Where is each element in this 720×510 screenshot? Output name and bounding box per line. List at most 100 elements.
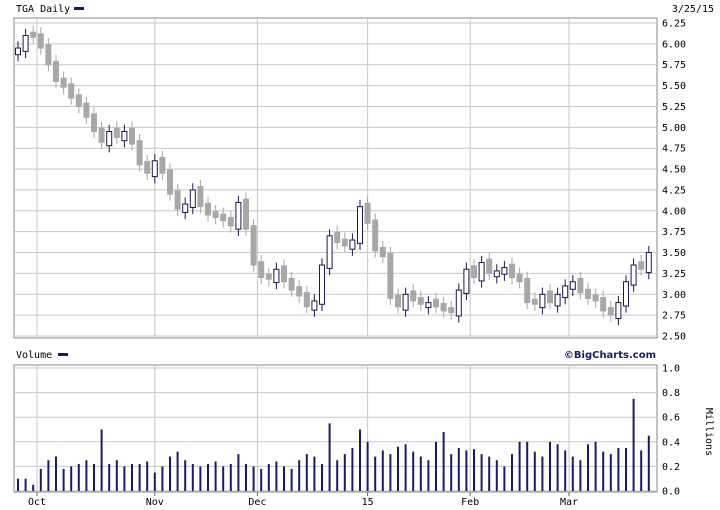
candle-body bbox=[577, 277, 584, 294]
x-tick-label: Feb bbox=[461, 497, 479, 508]
price-tick-label: 5.75 bbox=[662, 60, 686, 71]
volume-unit-label: Millions bbox=[703, 408, 714, 456]
candle-body bbox=[410, 290, 417, 302]
candle-body bbox=[30, 31, 37, 38]
candle-body bbox=[296, 286, 303, 297]
candle-body bbox=[53, 60, 59, 82]
candle-body bbox=[425, 302, 432, 309]
candle-body bbox=[227, 216, 234, 227]
price-tick-label: 4.75 bbox=[662, 144, 686, 155]
x-axis-labels: Oct Nov Dec 15 Feb Mar bbox=[28, 492, 578, 508]
price-axis-labels: 6.25 6.00 5.75 5.50 5.25 5.00 4.75 4.50 4.25 4.00… bbox=[662, 19, 686, 343]
price-tick-label: 5.50 bbox=[662, 81, 686, 92]
candle-body bbox=[60, 77, 67, 88]
candle-body bbox=[357, 206, 363, 244]
candle-body bbox=[68, 83, 75, 99]
candle-body bbox=[402, 293, 409, 311]
volume-label: Volume bbox=[16, 350, 52, 361]
candle-body bbox=[539, 293, 546, 309]
price-tick-label: 3.25 bbox=[662, 269, 686, 280]
candle-body bbox=[220, 213, 227, 222]
candle-body bbox=[136, 140, 143, 166]
candle-body bbox=[547, 290, 553, 304]
candle-body bbox=[83, 102, 90, 118]
candle-body bbox=[341, 238, 348, 247]
x-tick-label: Dec bbox=[248, 497, 266, 508]
candle-body bbox=[395, 294, 401, 308]
price-tick-label: 2.50 bbox=[662, 332, 686, 343]
candle-body bbox=[311, 300, 318, 311]
candle-body bbox=[281, 265, 287, 283]
candle-body bbox=[159, 156, 166, 174]
volume-axis-labels: 1.0 0.8 0.6 0.4 0.2 0.0 bbox=[662, 364, 680, 498]
candle-body bbox=[531, 298, 538, 305]
candle-body bbox=[189, 189, 196, 208]
candle-body bbox=[45, 44, 52, 66]
candle-body bbox=[623, 281, 629, 307]
candle-body bbox=[15, 47, 21, 56]
x-tick-label: Mar bbox=[560, 497, 578, 508]
price-tick-label: 6.00 bbox=[662, 39, 686, 50]
candle-body bbox=[364, 202, 371, 224]
candle-body bbox=[151, 160, 158, 178]
candle-body bbox=[562, 285, 569, 299]
price-tick-label: 4.00 bbox=[662, 206, 686, 217]
candle-body bbox=[478, 262, 485, 282]
candle-body bbox=[387, 252, 394, 299]
volume-series bbox=[17, 398, 650, 491]
price-tick-label: 5.25 bbox=[662, 102, 686, 113]
candle-body bbox=[144, 161, 151, 174]
volume-tick-label: 0.6 bbox=[662, 413, 680, 424]
candle-body bbox=[212, 211, 219, 218]
candle-body bbox=[592, 294, 599, 302]
candle-body bbox=[569, 281, 576, 290]
candle-body bbox=[349, 239, 356, 250]
volume-tick-label: 0.2 bbox=[662, 462, 680, 473]
candle-body bbox=[379, 247, 386, 258]
candle-body bbox=[326, 235, 333, 269]
candle-body bbox=[607, 307, 614, 316]
candle-body bbox=[265, 273, 272, 280]
brand-label: ©BigCharts.com bbox=[564, 350, 656, 361]
candle-body bbox=[113, 127, 120, 138]
candle-body bbox=[509, 263, 515, 279]
candle-body bbox=[197, 186, 204, 208]
candle-body bbox=[182, 203, 189, 213]
price-tick-label: 5.00 bbox=[662, 123, 686, 134]
candlestick-series bbox=[15, 25, 652, 326]
price-panel-frame bbox=[13, 17, 658, 339]
candle-body bbox=[493, 270, 500, 278]
candle-body bbox=[615, 302, 622, 319]
candle-body bbox=[516, 273, 523, 283]
price-tick-label: 2.75 bbox=[662, 311, 686, 322]
candle-body bbox=[448, 307, 455, 314]
price-tick-label: 3.75 bbox=[662, 227, 686, 238]
candle-body bbox=[645, 252, 652, 274]
x-tick-label: 15 bbox=[362, 497, 374, 508]
candle-body bbox=[303, 292, 310, 308]
candle-body bbox=[471, 265, 477, 279]
x-tick-label: Oct bbox=[28, 497, 46, 508]
candle-body bbox=[486, 258, 493, 274]
candle-body bbox=[129, 127, 135, 145]
price-legend-swatch bbox=[74, 7, 84, 10]
candle-body bbox=[22, 35, 29, 52]
price-tick-label: 3.00 bbox=[662, 290, 686, 301]
candle-body bbox=[417, 297, 424, 305]
candle-body bbox=[258, 261, 265, 279]
candle-body bbox=[273, 268, 280, 284]
candle-body bbox=[243, 198, 249, 230]
price-tick-label: 6.25 bbox=[662, 19, 686, 30]
candle-body bbox=[638, 261, 645, 270]
candle-body bbox=[463, 268, 470, 294]
candle-body bbox=[98, 127, 105, 143]
candle-body bbox=[501, 267, 508, 275]
price-tick-label: 4.25 bbox=[662, 185, 686, 196]
candle-body bbox=[75, 94, 82, 107]
candle-body bbox=[288, 277, 295, 291]
candle-body bbox=[524, 277, 531, 304]
candle-body bbox=[585, 288, 591, 299]
candle-body bbox=[235, 201, 242, 230]
price-tick-label: 3.50 bbox=[662, 248, 686, 259]
